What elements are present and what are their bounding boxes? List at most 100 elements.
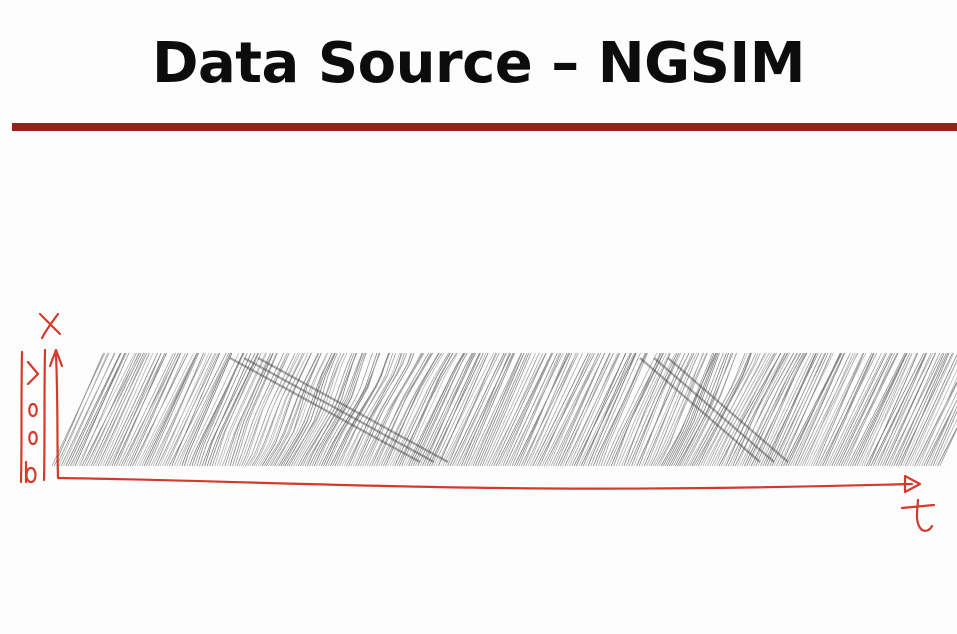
trajectory-line	[812, 352, 864, 467]
trajectory-line	[173, 352, 230, 467]
trajectory-line	[385, 352, 440, 467]
trajectory-line	[658, 352, 704, 467]
shockwave-band	[243, 357, 435, 463]
trajectory-line	[65, 352, 121, 467]
trajectory-line	[808, 352, 864, 467]
handwritten-annotations	[19, 312, 936, 532]
trajectory-line	[578, 352, 635, 467]
trajectory-line	[194, 352, 244, 467]
trajectory-line	[615, 352, 667, 467]
trajectory-line	[141, 352, 198, 467]
trajectory-line	[209, 352, 259, 467]
trajectory-line	[90, 352, 144, 467]
trajectory-line	[664, 352, 715, 467]
trajectory-line	[245, 352, 296, 467]
trajectory-line	[191, 352, 244, 467]
trajectory-line	[675, 352, 727, 467]
trajectory-line	[295, 352, 348, 467]
time-axis-arrowhead	[903, 474, 922, 494]
trajectory-line	[656, 352, 708, 467]
shockwave-band	[229, 357, 421, 463]
trajectory-line	[145, 352, 198, 467]
x-label-glyph	[38, 312, 62, 340]
trajectory-line	[419, 352, 475, 467]
trajectory-line	[858, 352, 913, 467]
trajectory-line	[872, 352, 927, 467]
trajectory-line	[63, 352, 115, 467]
trajectory-line	[83, 352, 137, 467]
trajectory-line	[576, 352, 627, 467]
trajectory-line	[618, 352, 670, 467]
trajectory-line	[737, 352, 791, 467]
lane-mark-4	[25, 466, 37, 484]
trajectory-line	[927, 398, 957, 467]
trajectory-line	[204, 352, 252, 467]
trajectory-line	[718, 352, 782, 467]
trajectory-line	[523, 352, 573, 467]
trajectory-line	[600, 352, 649, 467]
trajectory-line	[302, 352, 355, 467]
trajectory-line	[546, 352, 599, 467]
trajectory-line	[408, 352, 465, 467]
trajectory-line	[306, 352, 357, 467]
trajectory-line	[893, 352, 945, 467]
trajectory-line	[88, 352, 139, 467]
trajectory-line	[481, 352, 532, 467]
trajectory-line	[102, 352, 154, 467]
trajectory-line	[638, 352, 686, 467]
trajectory-line	[168, 352, 227, 467]
trajectory-line	[196, 352, 244, 467]
trajectory-line	[595, 352, 646, 467]
trajectory-line	[293, 352, 345, 467]
trajectory-line	[895, 352, 949, 467]
trajectory-line	[474, 352, 525, 467]
trajectory-line	[670, 352, 720, 467]
trajectory-line	[681, 352, 732, 467]
trajectory-line	[610, 352, 664, 467]
trajectory-line	[116, 352, 166, 467]
trajectory-line	[734, 352, 795, 467]
trajectory-line	[623, 352, 671, 467]
trajectory-line	[702, 352, 759, 467]
trajectory-line	[773, 352, 825, 467]
trajectory-line	[826, 352, 882, 467]
trajectory-line	[148, 352, 200, 467]
trajectory-line	[748, 352, 801, 467]
trajectory-line	[608, 352, 664, 467]
trajectory-line	[134, 352, 186, 467]
trajectory-line	[236, 352, 285, 467]
trajectory-line	[787, 352, 841, 467]
trajectory-line	[79, 352, 130, 467]
trajectory-line	[504, 352, 558, 467]
trajectory-line	[159, 352, 210, 467]
trajectory-line	[626, 352, 678, 467]
trajectory-line	[166, 352, 217, 467]
trajectory-line	[755, 352, 807, 467]
trajectory-line	[697, 352, 752, 467]
trajectory-line	[898, 352, 953, 467]
trajectory-line	[410, 352, 466, 467]
vehicle-trajectories	[51, 352, 957, 467]
position-axis	[54, 353, 60, 480]
trajectory-line	[580, 352, 636, 467]
trajectory-line	[346, 352, 408, 467]
trajectory-line	[888, 352, 940, 467]
trajectory-line	[520, 352, 577, 467]
trajectory-line	[454, 352, 506, 467]
trajectory-line	[127, 352, 181, 467]
trajectory-line	[265, 352, 319, 467]
trajectory-line	[636, 352, 690, 467]
trajectory-line	[780, 352, 832, 467]
trajectory-line	[902, 352, 955, 467]
trajectory-line	[304, 352, 363, 467]
trajectory-line	[838, 352, 893, 467]
trajectory-line	[431, 352, 481, 467]
trajectory-line	[766, 352, 817, 467]
trajectory-line	[216, 352, 266, 467]
trajectory-line	[426, 352, 480, 467]
trajectory-line	[364, 352, 422, 467]
trajectory-line	[276, 352, 329, 467]
trajectory-line	[463, 352, 514, 467]
trajectory-line	[877, 352, 928, 467]
trajectory-line	[318, 352, 373, 467]
